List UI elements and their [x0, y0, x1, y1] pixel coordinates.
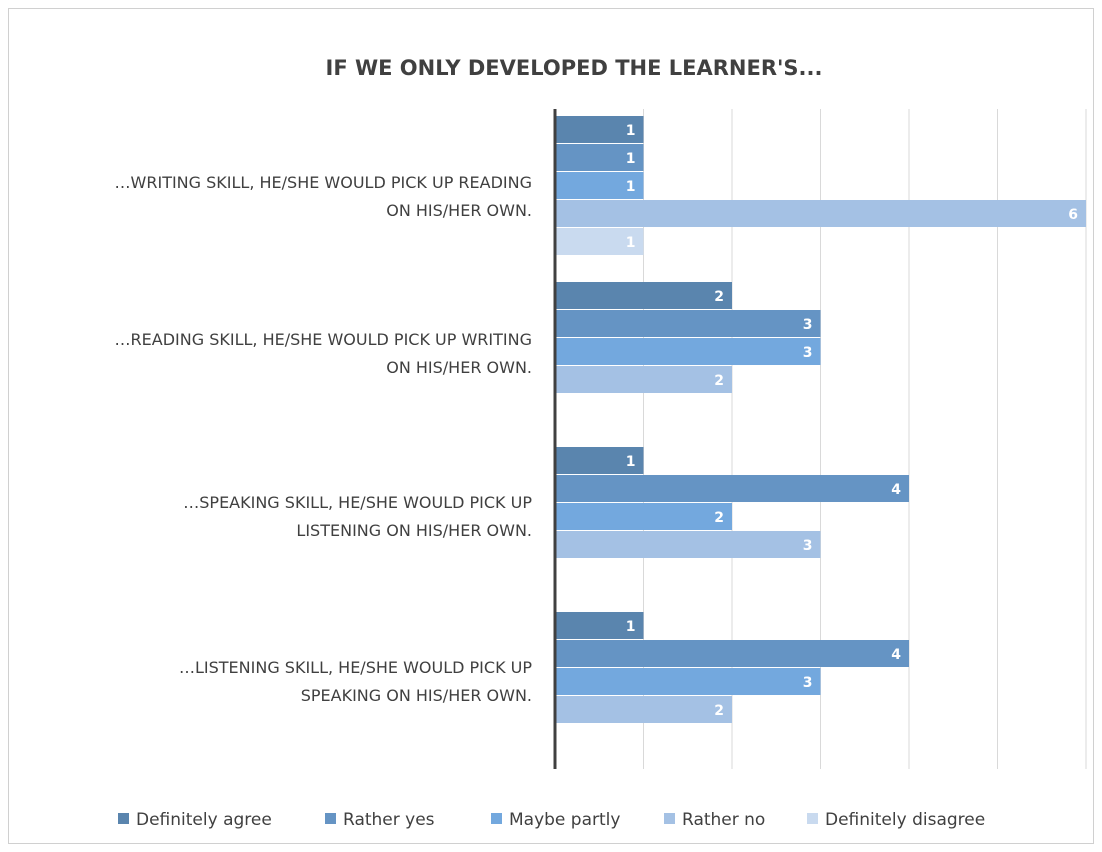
data-label: 2 — [714, 510, 724, 526]
data-label: 2 — [714, 289, 724, 305]
data-label: 2 — [714, 373, 724, 389]
data-label: 1 — [626, 123, 636, 139]
category-label: ON HIS/HER OWN. — [386, 201, 532, 220]
bar — [555, 612, 644, 639]
bar — [555, 228, 644, 255]
bar — [555, 447, 644, 474]
bar — [555, 475, 909, 502]
category-labels: …WRITING SKILL, HE/SHE WOULD PICK UP REA… — [115, 173, 533, 705]
legend-swatch — [325, 813, 336, 824]
chart-frame: IF WE ONLY DEVELOPED THE LEARNER'S... 1 1… — [8, 8, 1094, 844]
legend-swatch — [664, 813, 675, 824]
category-label: …SPEAKING SKILL, HE/SHE WOULD PICK UP — [183, 493, 532, 512]
bar — [555, 200, 1086, 227]
legend: Definitely agree Rather yes Maybe partly Ra… — [118, 810, 985, 830]
data-label: 3 — [803, 317, 813, 333]
data-label: 3 — [803, 538, 813, 554]
bar — [555, 172, 644, 199]
bar — [555, 310, 821, 337]
category-label: …LISTENING SKILL, HE/SHE WOULD PICK UP — [179, 658, 532, 677]
bar — [555, 640, 909, 667]
bar — [555, 144, 644, 171]
legend-swatch — [491, 813, 502, 824]
legend-label: Definitely agree — [136, 810, 272, 830]
legend-swatch — [118, 813, 129, 824]
data-label: 1 — [626, 151, 636, 167]
legend-swatch — [807, 813, 818, 824]
data-label: 1 — [626, 619, 636, 635]
chart-title: IF WE ONLY DEVELOPED THE LEARNER'S... — [326, 56, 823, 80]
chart: IF WE ONLY DEVELOPED THE LEARNER'S... 1 1… — [115, 56, 1087, 830]
data-label: 3 — [803, 675, 813, 691]
bar — [555, 282, 732, 309]
bar — [555, 696, 732, 723]
data-label: 6 — [1068, 207, 1078, 223]
data-label: 1 — [626, 235, 636, 251]
category-label: …WRITING SKILL, HE/SHE WOULD PICK UP REA… — [115, 173, 532, 192]
legend-label: Rather yes — [343, 810, 435, 830]
legend-label: Rather no — [682, 810, 765, 830]
data-label: 1 — [626, 179, 636, 195]
category-label: SPEAKING ON HIS/HER OWN. — [301, 686, 532, 705]
category-label: LISTENING ON HIS/HER OWN. — [296, 521, 532, 540]
bar — [555, 668, 821, 695]
data-label: 1 — [626, 454, 636, 470]
bar — [555, 503, 732, 530]
bar — [555, 366, 732, 393]
data-label: 2 — [714, 703, 724, 719]
category-label: …READING SKILL, HE/SHE WOULD PICK UP WRI… — [115, 330, 532, 349]
bar — [555, 531, 821, 558]
data-label: 4 — [891, 482, 901, 498]
bar — [555, 338, 821, 365]
category-label: ON HIS/HER OWN. — [386, 358, 532, 377]
legend-label: Definitely disagree — [825, 810, 985, 830]
legend-label: Maybe partly — [509, 810, 620, 830]
data-label: 3 — [803, 345, 813, 361]
data-label: 4 — [891, 647, 901, 663]
bar — [555, 116, 644, 143]
